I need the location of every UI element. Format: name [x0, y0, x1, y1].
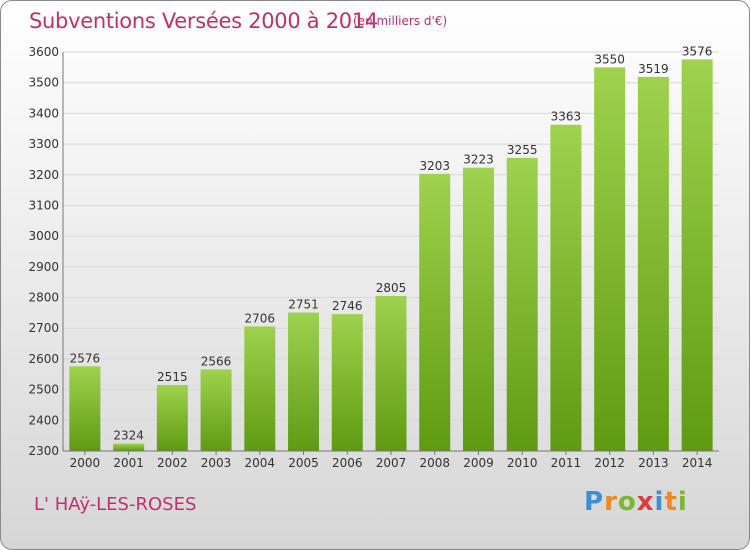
y-tick-label: 3200 [28, 168, 59, 182]
bar-2011 [550, 124, 582, 451]
bar-2006 [331, 314, 363, 451]
x-tick-label: 2001 [113, 456, 144, 470]
bar-2010 [506, 157, 538, 451]
x-tick-label: 2014 [682, 456, 713, 470]
y-tick-label: 2500 [28, 383, 59, 397]
bar-value-label: 2746 [332, 299, 363, 313]
x-tick-label: 2013 [638, 456, 669, 470]
bar-value-label: 3255 [507, 143, 538, 157]
y-tick-label: 2600 [28, 352, 59, 366]
x-tick-label: 2004 [245, 456, 276, 470]
bar-2001 [113, 443, 145, 451]
town-name: L' HAÿ-LES-ROSES [34, 494, 197, 515]
bar-2004 [244, 326, 276, 451]
y-tick-label: 2800 [28, 291, 59, 305]
proxiti-logo: Proxiti [584, 487, 688, 517]
chart-subtitle: (en milliers d'€) [353, 14, 448, 28]
y-tick-label: 2400 [28, 413, 59, 427]
y-tick-label: 2700 [28, 321, 59, 335]
bar-value-label: 2566 [201, 354, 232, 368]
bar-value-label: 2515 [157, 370, 188, 384]
x-tick-label: 2005 [288, 456, 319, 470]
x-tick-label: 2003 [201, 456, 232, 470]
x-tick-label: 2002 [157, 456, 188, 470]
y-tick-label: 3600 [28, 45, 59, 59]
y-tick-label: 3100 [28, 198, 59, 212]
bar-2005 [288, 312, 320, 451]
bar-value-label: 3363 [551, 110, 582, 124]
bar-2000 [69, 366, 101, 451]
bar-value-label: 3576 [682, 44, 713, 58]
y-tick-label: 3400 [28, 106, 59, 120]
x-tick-label: 2000 [70, 456, 101, 470]
bar-value-label: 3519 [638, 62, 669, 76]
y-tick-label: 3000 [28, 229, 59, 243]
bar-value-label: 2751 [288, 298, 319, 312]
y-tick-label: 2300 [28, 444, 59, 458]
chart-title: Subventions Versées 2000 à 2014 [29, 9, 378, 33]
bar-2007 [375, 296, 407, 451]
y-tick-label: 3300 [28, 137, 59, 151]
bar-2008 [419, 173, 451, 452]
x-tick-label: 2007 [376, 456, 407, 470]
bar-value-label: 3550 [594, 52, 625, 66]
bar-value-label: 3203 [419, 159, 450, 173]
x-tick-label: 2008 [419, 456, 450, 470]
bar-value-label: 2706 [245, 311, 276, 325]
x-tick-label: 2012 [594, 456, 625, 470]
bar-value-label: 2576 [70, 351, 101, 365]
x-tick-label: 2006 [332, 456, 363, 470]
bar-2009 [462, 167, 494, 451]
x-tick-label: 2009 [463, 456, 494, 470]
bar-2002 [156, 385, 188, 451]
bar-2013 [637, 76, 669, 451]
bar-value-label: 2324 [113, 429, 144, 443]
bar-value-label: 3223 [463, 153, 494, 167]
bar-2012 [594, 67, 626, 451]
bar-value-label: 2805 [376, 281, 407, 295]
y-tick-label: 3500 [28, 76, 59, 90]
x-tick-label: 2010 [507, 456, 538, 470]
x-tick-label: 2011 [551, 456, 582, 470]
bar-2014 [681, 59, 713, 452]
y-tick-label: 2900 [28, 260, 59, 274]
bar-2003 [200, 369, 232, 451]
